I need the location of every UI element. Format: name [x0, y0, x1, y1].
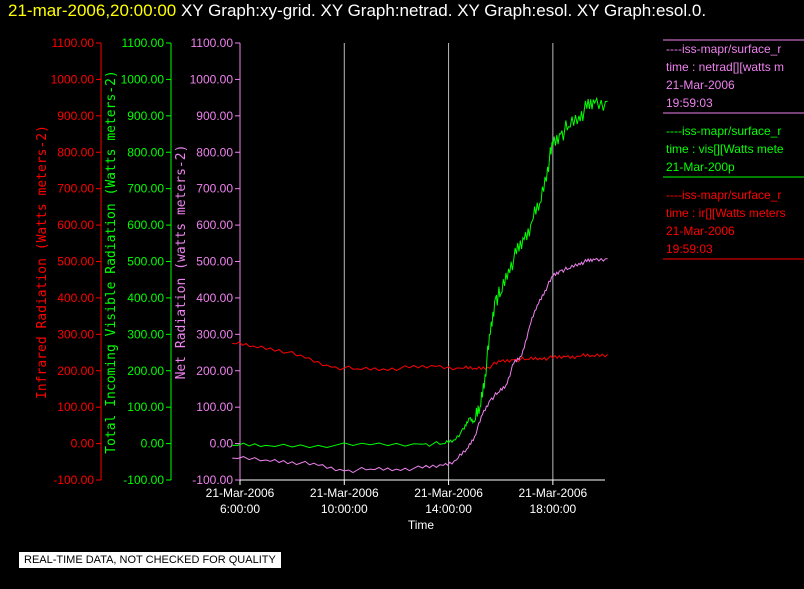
series-line-1: [232, 96, 608, 449]
y-tick-label-0-0: -100.00: [53, 473, 94, 487]
x-tick-time-3: 18:00:00: [529, 502, 576, 516]
legend-0-line-3: 19:59:03: [666, 96, 713, 110]
header-timestamp: 21-mar-2006,20:00:00: [8, 1, 177, 20]
y-tick-label-2-10: 900.00: [196, 109, 233, 123]
y-axis-label-1: Total Incoming Visible Radiation (Watts …: [104, 70, 119, 454]
y-tick-label-2-5: 400.00: [196, 291, 233, 305]
y-tick-label-0-11: 1000.00: [51, 72, 95, 86]
legend-2-line-2: 21-Mar-2006: [666, 224, 735, 238]
y-tick-label-0-12: 1100.00: [52, 36, 95, 50]
y-tick-label-2-11: 1000.00: [190, 72, 234, 86]
y-tick-label-2-8: 700.00: [196, 182, 233, 196]
y-tick-label-1-4: 300.00: [127, 327, 164, 341]
x-axis-label: Time: [408, 518, 435, 532]
y-tick-label-1-5: 400.00: [127, 291, 164, 305]
legend-0-line-1: time : netrad[][watts m: [666, 60, 784, 74]
y-axis-label-2: Net Radiation (watts meters-2): [174, 145, 189, 380]
y-tick-label-0-3: 200.00: [57, 364, 94, 378]
y-tick-label-2-7: 600.00: [196, 218, 233, 232]
y-tick-label-0-5: 400.00: [57, 291, 94, 305]
x-tick-date-2: 21-Mar-2006: [414, 486, 483, 500]
y-tick-label-1-12: 1100.00: [122, 36, 165, 50]
x-tick-date-1: 21-Mar-2006: [310, 486, 379, 500]
x-tick-time-0: 6:00:00: [220, 502, 260, 516]
y-axis-label-0: Infrared Radiation (Watts meters-2): [35, 125, 50, 399]
quality-disclaimer: REAL-TIME DATA, NOT CHECKED FOR QUALITY: [19, 552, 281, 568]
y-tick-label-2-6: 500.00: [196, 255, 233, 269]
y-tick-label-0-8: 700.00: [57, 182, 94, 196]
y-tick-label-0-9: 800.00: [57, 145, 94, 159]
y-tick-label-0-7: 600.00: [57, 218, 94, 232]
y-tick-label-1-10: 900.00: [127, 109, 164, 123]
y-tick-label-1-6: 500.00: [127, 255, 164, 269]
x-tick-time-1: 10:00:00: [321, 502, 368, 516]
y-tick-label-0-2: 100.00: [57, 400, 94, 414]
y-tick-label-0-1: 0.00: [71, 437, 95, 451]
chart-header: 21-mar-2006,20:00:00 XY Graph:xy-grid. X…: [8, 1, 706, 21]
y-tick-label-2-4: 300.00: [196, 327, 233, 341]
y-tick-label-1-2: 100.00: [127, 400, 164, 414]
y-tick-label-2-0: -100.00: [192, 473, 233, 487]
series-line-0: [232, 341, 608, 372]
x-tick-date-3: 21-Mar-2006: [519, 486, 588, 500]
legend-1-line-2: 21-Mar-200p: [666, 160, 735, 174]
y-tick-label-2-1: 0.00: [210, 437, 234, 451]
y-tick-label-0-4: 300.00: [57, 327, 94, 341]
y-tick-label-0-10: 900.00: [57, 109, 94, 123]
x-tick-date-0: 21-Mar-2006: [206, 486, 275, 500]
legend-0-line-2: 21-Mar-2006: [666, 78, 735, 92]
legend-2-line-0: ----iss-mapr/surface_r: [666, 188, 781, 202]
x-tick-time-2: 14:00:00: [425, 502, 472, 516]
y-tick-label-2-3: 200.00: [196, 364, 233, 378]
header-graph-titles: XY Graph:xy-grid. XY Graph:netrad. XY Gr…: [180, 1, 707, 20]
series-line-2: [232, 257, 608, 474]
y-tick-label-1-11: 1000.00: [121, 72, 165, 86]
legend-2-line-3: 19:59:03: [666, 242, 713, 256]
y-tick-label-1-7: 600.00: [127, 218, 164, 232]
legend-1-line-0: ----iss-mapr/surface_r: [666, 124, 781, 138]
y-tick-label-2-12: 1100.00: [191, 36, 234, 50]
legend-2-line-1: time : ir[][Watts meters: [666, 206, 786, 220]
y-tick-label-2-2: 100.00: [196, 400, 233, 414]
y-tick-label-2-9: 800.00: [196, 145, 233, 159]
legend-0-line-0: ----iss-mapr/surface_r: [666, 42, 781, 56]
y-tick-label-1-9: 800.00: [127, 145, 164, 159]
y-tick-label-1-0: -100.00: [123, 473, 164, 487]
legend-1-line-1: time : vis[][Watts mete: [666, 142, 784, 156]
y-tick-label-1-1: 0.00: [141, 437, 165, 451]
y-tick-label-0-6: 500.00: [57, 255, 94, 269]
y-tick-label-1-8: 700.00: [127, 182, 164, 196]
y-tick-label-1-3: 200.00: [127, 364, 164, 378]
